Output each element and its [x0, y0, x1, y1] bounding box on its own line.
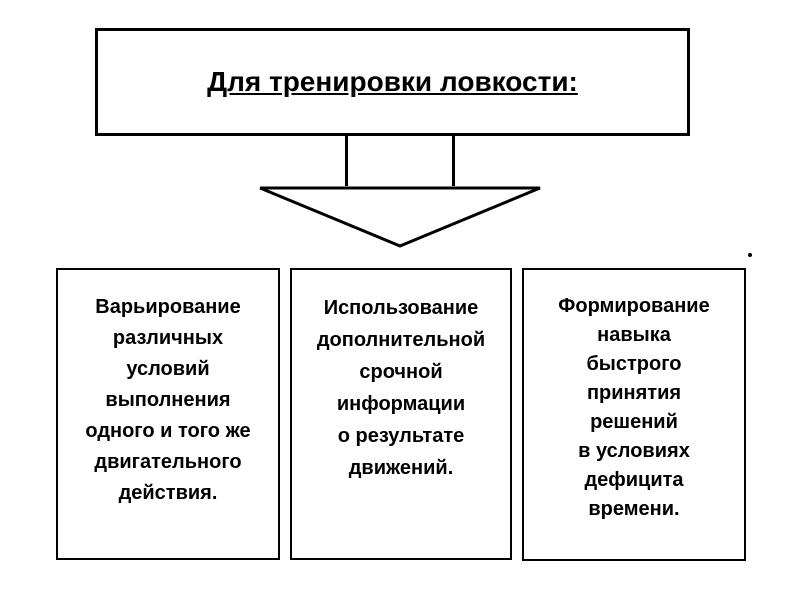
- card-line: быстрого: [586, 350, 681, 379]
- card-line: Варьирование: [95, 292, 240, 323]
- arrow-head: [258, 186, 542, 248]
- stray-dot: [748, 253, 752, 257]
- title-text: Для тренировки ловкости:: [207, 66, 578, 98]
- card-line: решений: [590, 408, 678, 437]
- card-line: различных: [113, 323, 223, 354]
- card-line: действия.: [119, 478, 218, 509]
- card-line: срочной: [359, 356, 442, 388]
- card-line: двигательного: [94, 447, 241, 478]
- arrow-stem: [345, 136, 455, 186]
- title-box: Для тренировки ловкости:: [95, 28, 690, 136]
- card-line: дополнительной: [317, 324, 485, 356]
- diagram-canvas: Для тренировки ловкости: Варьирование ра…: [0, 0, 800, 600]
- card-line: выполнения: [105, 385, 230, 416]
- card-line: навыка: [597, 321, 671, 350]
- card-line: дефицита: [584, 466, 683, 495]
- card-variation: Варьирование различных условий выполнени…: [56, 268, 280, 560]
- card-line: времени.: [588, 495, 679, 524]
- card-line: информации: [337, 388, 465, 420]
- card-line: принятия: [587, 379, 681, 408]
- card-line: Использование: [324, 292, 479, 324]
- card-line: о результате: [338, 420, 465, 452]
- card-decision: Формирование навыка быстрого принятия ре…: [522, 268, 746, 561]
- card-line: одного и того же: [85, 416, 250, 447]
- card-line: Формирование: [558, 292, 709, 321]
- card-line: движений.: [349, 452, 454, 484]
- card-information: Использование дополнительной срочной инф…: [290, 268, 512, 560]
- card-line: условий: [126, 354, 209, 385]
- card-line: в условиях: [578, 437, 690, 466]
